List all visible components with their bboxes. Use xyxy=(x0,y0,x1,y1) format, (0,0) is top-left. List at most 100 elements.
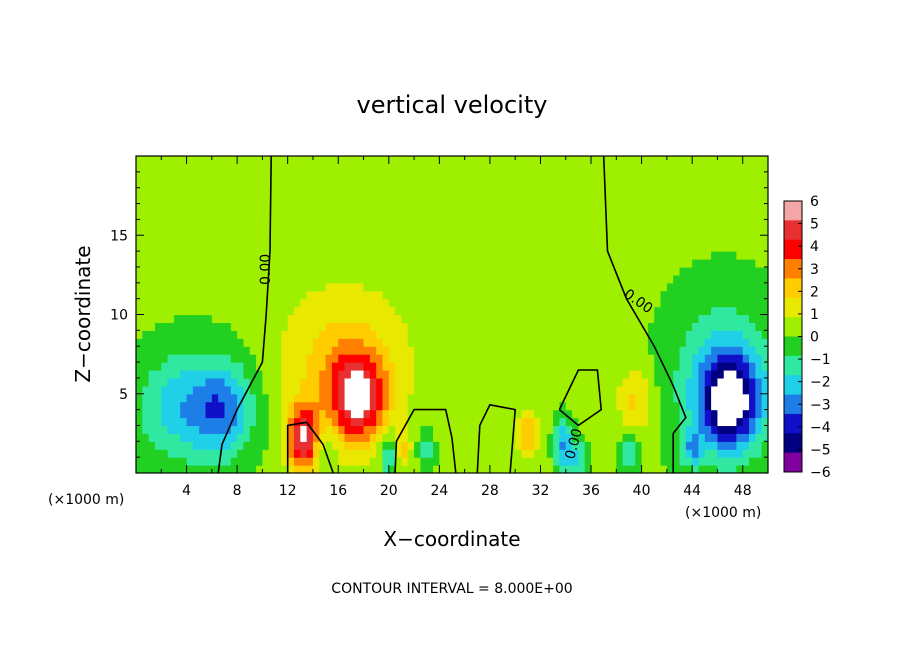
field-cell xyxy=(426,457,434,466)
field-cell xyxy=(540,179,548,189)
field-cell xyxy=(622,409,630,419)
field-cell xyxy=(300,377,308,387)
field-cell xyxy=(673,385,681,395)
field-cell xyxy=(287,195,295,205)
field-cell xyxy=(628,282,636,292)
field-cell xyxy=(698,171,706,181)
field-cell xyxy=(161,457,169,466)
field-cell xyxy=(635,274,643,284)
field-cell xyxy=(300,314,308,324)
field-cell xyxy=(565,425,573,434)
field-cell xyxy=(218,195,226,205)
field-cell xyxy=(692,417,700,427)
field-cell xyxy=(186,211,194,220)
field-cell xyxy=(679,449,687,458)
field-cell xyxy=(287,441,295,450)
field-cell xyxy=(420,457,428,466)
field-cell xyxy=(167,266,175,276)
field-cell xyxy=(666,338,674,347)
field-cell xyxy=(553,330,561,339)
field-cell xyxy=(660,433,668,442)
field-cell xyxy=(414,457,421,466)
field-cell xyxy=(502,227,510,236)
field-cell xyxy=(578,306,586,316)
field-cell xyxy=(382,425,390,434)
field-cell xyxy=(414,274,421,284)
field-cell xyxy=(673,282,681,292)
field-cell xyxy=(483,330,491,339)
field-cell xyxy=(723,187,731,197)
field-cell xyxy=(344,171,352,181)
field-cell xyxy=(591,401,598,411)
field-cell xyxy=(148,156,156,165)
field-cell xyxy=(357,393,365,403)
field-cell xyxy=(616,179,624,189)
field-cell xyxy=(521,171,529,181)
field-cell xyxy=(546,330,554,339)
field-cell xyxy=(489,346,497,355)
field-cell xyxy=(452,314,459,324)
field-cell xyxy=(553,441,561,450)
field-cell xyxy=(723,425,731,434)
field-cell xyxy=(180,362,188,371)
field-cell xyxy=(167,425,175,434)
field-cell xyxy=(142,203,150,213)
field-cell xyxy=(673,338,681,347)
field-cell xyxy=(673,163,681,173)
field-cell xyxy=(622,266,630,276)
field-cell xyxy=(319,227,327,236)
field-cell xyxy=(433,251,440,260)
field-cell xyxy=(736,156,744,165)
field-cell xyxy=(420,362,428,371)
field-cell xyxy=(470,346,478,355)
field-cell xyxy=(508,465,516,473)
field-cell xyxy=(186,338,194,347)
field-cell xyxy=(685,330,693,339)
field-cell xyxy=(464,156,472,165)
field-cell xyxy=(395,449,403,458)
field-cell xyxy=(211,457,219,466)
field-cell xyxy=(275,354,282,363)
field-cell xyxy=(218,377,226,387)
field-cell xyxy=(395,235,403,244)
field-cell xyxy=(666,401,674,411)
field-cell xyxy=(673,409,681,419)
field-cell xyxy=(319,377,327,387)
x-tick-label: 32 xyxy=(532,483,550,499)
field-cell xyxy=(597,409,605,419)
field-cell xyxy=(660,171,668,181)
field-cell xyxy=(578,171,586,181)
field-cell xyxy=(148,449,156,458)
field-cell xyxy=(262,290,270,300)
field-cell xyxy=(388,457,396,466)
field-cell xyxy=(230,243,238,252)
field-cell xyxy=(477,274,485,284)
field-cell xyxy=(218,322,226,331)
field-cell xyxy=(376,338,384,347)
field-cell xyxy=(489,433,497,442)
field-cell xyxy=(211,425,219,434)
field-cell xyxy=(180,251,188,260)
field-cell xyxy=(508,377,516,387)
field-cell xyxy=(369,179,377,189)
field-cell xyxy=(666,362,674,371)
field-cell xyxy=(603,298,611,308)
field-cell xyxy=(477,449,485,458)
field-cell xyxy=(376,393,384,403)
field-cell xyxy=(180,227,188,236)
field-cell xyxy=(211,274,219,284)
field-cell xyxy=(136,187,143,197)
field-cell xyxy=(281,401,289,411)
field-cell xyxy=(654,203,662,213)
field-cell xyxy=(477,187,485,197)
field-cell xyxy=(148,465,156,473)
field-cell xyxy=(508,259,516,268)
field-cell xyxy=(325,314,333,324)
field-cell xyxy=(641,409,649,419)
field-cell xyxy=(338,203,346,213)
field-cell xyxy=(338,354,346,363)
field-cell xyxy=(489,330,497,339)
field-cell xyxy=(515,195,523,205)
field-cell xyxy=(407,457,415,466)
field-cell xyxy=(192,243,200,252)
